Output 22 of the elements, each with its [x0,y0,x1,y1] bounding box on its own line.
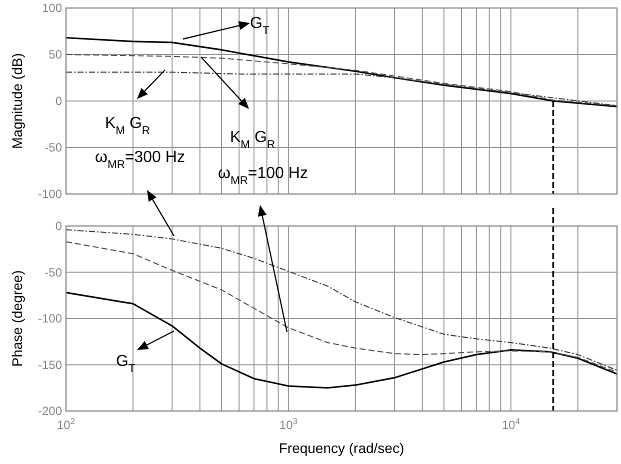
y-axis-title: Magnitude (dB) [9,53,25,149]
x-tick-label: 10$^{2}$ [56,416,76,432]
annotation: ω$_{MR}$=100 Hz [218,165,308,187]
y-axis-title: Phase (degree) [9,270,25,367]
y-tick-label: 100 [42,1,62,16]
annotation: K$_{M}$ G$_{R}$ [230,129,275,151]
x-tick-label: 10$^{3}$ [279,416,298,432]
y-tick-label: -100 [38,312,62,326]
annotation: G$_{T}$ [250,15,270,37]
y-tick-label: 50 [48,48,62,62]
y-tick-label: 0 [55,219,62,234]
annotation: G$_{T}$ [116,353,136,375]
x-axis-title: Frequency (rad/sec) [278,440,404,456]
y-tick-label: -50 [44,265,62,280]
annotation: ω$_{MR}$=300 Hz [95,149,185,171]
annotation: K$_{M}$ G$_{R}$ [105,115,150,137]
y-tick-label: -150 [38,358,62,372]
y-tick-label: -50 [44,140,62,155]
x-tick-label: 10$^{4}$ [502,416,520,432]
y-tick-label: -100 [38,187,62,202]
y-tick-label: -200 [38,404,62,418]
y-tick-label: 0 [55,94,62,108]
